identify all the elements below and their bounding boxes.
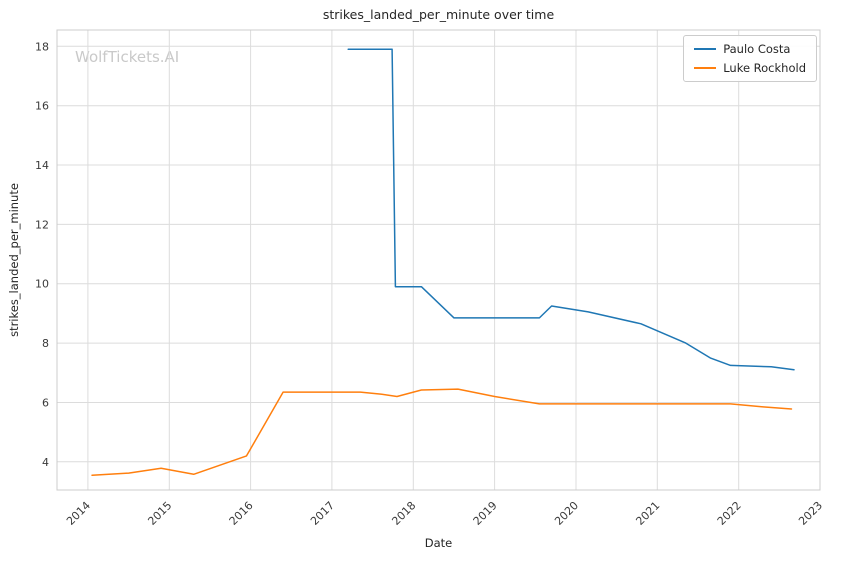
y-tick-label: 6 [42,397,49,410]
y-tick-label: 12 [35,218,49,231]
legend-item-luke-rockhold: Luke Rockhold [694,61,806,75]
x-tick-label: 2014 [64,499,93,528]
y-tick-label: 16 [35,100,49,113]
legend-line-swatch-paulo-costa [694,48,717,50]
x-tick-label: 2023 [796,499,825,528]
chart-title: strikes_landed_per_minute over time [322,7,555,22]
series-line-paulo-costa [347,48,795,371]
watermark: WolfTickets.AI [75,48,180,66]
legend-label-luke-rockhold: Luke Rockhold [723,61,806,75]
y-tick-label: 10 [35,278,49,291]
x-tick-label: 2016 [227,499,256,528]
legend-label-paulo-costa: Paulo Costa [723,42,791,56]
x-tick-label: 2015 [145,499,174,528]
legend: Paulo Costa Luke Rockhold [683,35,817,82]
y-tick-label: 4 [42,456,49,469]
x-axis-label: Date [424,536,453,550]
legend-line-swatch-luke-rockhold [694,67,717,69]
plot-border [56,29,821,491]
x-tick-label: 2017 [308,499,337,528]
y-tick-label: 8 [42,337,49,350]
series-line-luke-rockhold [91,388,793,476]
x-tick-label: 2018 [389,499,418,528]
x-tick-label: 2022 [715,499,744,528]
y-tick-label: 14 [35,159,49,172]
legend-item-paulo-costa: Paulo Costa [694,42,806,56]
x-tick-label: 2019 [471,499,500,528]
x-tick-label: 2021 [633,499,662,528]
y-tick-label: 18 [35,40,49,53]
x-tick-label: 2020 [552,499,581,528]
